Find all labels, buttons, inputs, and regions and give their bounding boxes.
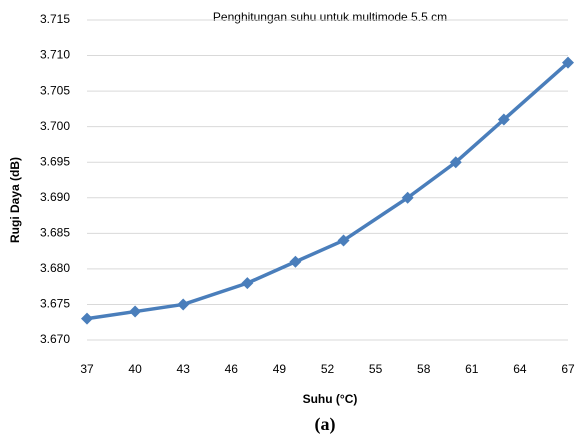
x-tick-label: 49 [273, 362, 287, 376]
y-tick-label: 3.690 [40, 190, 70, 204]
line [86, 61, 570, 321]
y-tick-label: 3.675 [40, 297, 70, 311]
y-tick-label: 3.670 [40, 332, 70, 346]
marker [241, 277, 254, 290]
y-tick-label: 3.700 [40, 119, 70, 133]
y-tick-label: 3.680 [40, 261, 70, 275]
marker [129, 305, 142, 318]
y-tick-label: 3.705 [40, 83, 70, 97]
y-tick-label: 3.695 [40, 154, 70, 168]
y-axis-label: Rugi Daya (dB) [8, 157, 22, 243]
y-tick-label: 3.685 [40, 226, 70, 240]
x-axis-label: Suhu (°C) [303, 392, 358, 406]
caption: (a) [315, 414, 336, 435]
x-tick-label: 58 [417, 362, 431, 376]
marker [562, 56, 574, 69]
x-tick-label: 64 [513, 362, 527, 376]
x-tick-label: 52 [321, 362, 335, 376]
marker [337, 234, 350, 247]
x-tick-label: 61 [465, 362, 479, 376]
x-tick-label: 40 [128, 362, 142, 376]
marker [401, 191, 414, 204]
x-tick-label: 67 [561, 362, 575, 376]
x-tick-label: 43 [177, 362, 191, 376]
x-tick-label: 46 [225, 362, 239, 376]
y-tick-label: 3.710 [40, 48, 70, 62]
marker [81, 312, 93, 325]
chart-title: Penghitungan suhu untuk multimode 5.5 cm [213, 10, 447, 24]
y-tick-label: 3.715 [40, 12, 70, 26]
x-tick-label: 55 [369, 362, 383, 376]
marker [449, 156, 462, 169]
marker [289, 255, 302, 268]
marker [177, 298, 190, 311]
marker [497, 113, 510, 126]
x-tick-label: 37 [80, 362, 94, 376]
